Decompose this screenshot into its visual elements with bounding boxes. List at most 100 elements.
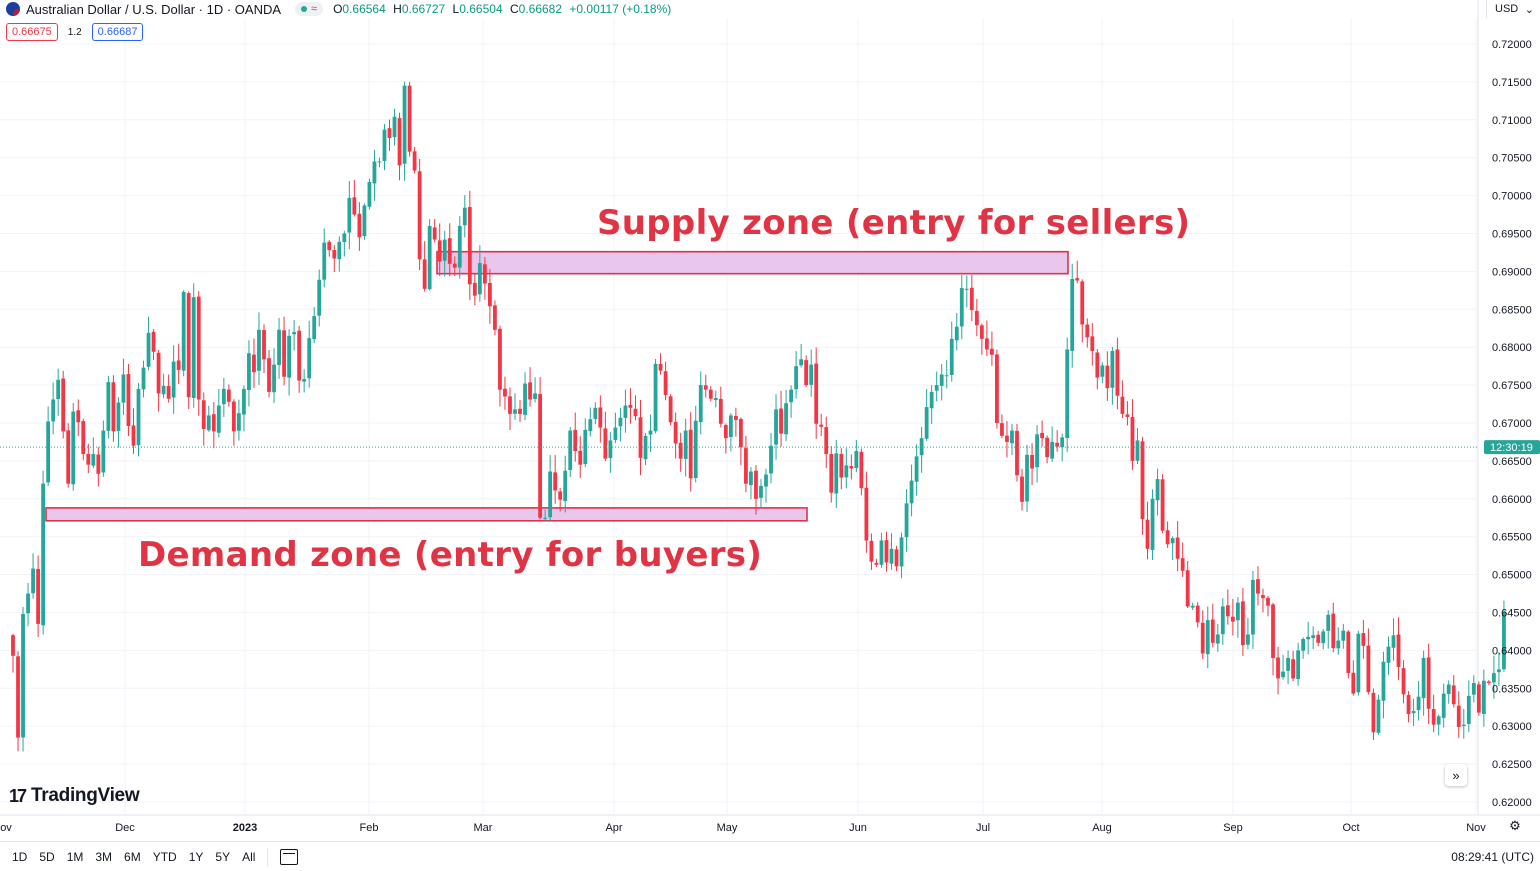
candle bbox=[834, 440, 839, 508]
candle-body bbox=[116, 402, 121, 431]
candle bbox=[498, 325, 502, 407]
range-3m-button[interactable]: 3M bbox=[95, 849, 113, 864]
range-ytd-button[interactable]: YTD bbox=[152, 849, 177, 864]
candle-body bbox=[382, 129, 387, 161]
current-time-label: 12:30:19 bbox=[1490, 442, 1533, 454]
time-tick-label: Jun bbox=[849, 822, 867, 834]
candle bbox=[81, 418, 86, 461]
candle-body bbox=[713, 397, 718, 401]
candle-body bbox=[277, 329, 281, 366]
buy-price-button[interactable]: 0.66687 bbox=[91, 23, 144, 41]
candle bbox=[1235, 597, 1240, 638]
candle-body bbox=[332, 250, 337, 259]
tradingview-logo[interactable]: 17 TradingView bbox=[9, 785, 140, 807]
candle bbox=[367, 178, 372, 210]
range-1m-button[interactable]: 1M bbox=[66, 849, 84, 864]
candle bbox=[287, 329, 291, 396]
candle-body bbox=[1160, 479, 1165, 531]
candle-body bbox=[56, 379, 61, 400]
sell-price-button[interactable]: 0.66675 bbox=[6, 23, 58, 41]
candle bbox=[668, 394, 673, 426]
candle bbox=[191, 283, 196, 408]
candle-body bbox=[196, 296, 201, 400]
candle bbox=[603, 411, 608, 462]
range-5d-button[interactable]: 5D bbox=[39, 849, 55, 864]
candle bbox=[648, 414, 653, 453]
candle bbox=[1035, 425, 1039, 483]
range-6m-button[interactable]: 6M bbox=[124, 849, 141, 864]
candle-body bbox=[794, 366, 799, 390]
ohlc-change-value: +0.00117 (+0.18%) bbox=[569, 2, 672, 16]
candle bbox=[864, 471, 869, 553]
demand-zone-annotation[interactable]: Demand zone (entry for buyers) bbox=[138, 535, 763, 575]
candle-body bbox=[1321, 631, 1326, 644]
candle bbox=[347, 181, 352, 250]
range-1d-button[interactable]: 1D bbox=[12, 849, 28, 864]
candle-body bbox=[1396, 634, 1401, 668]
candle bbox=[698, 371, 703, 435]
candle bbox=[327, 239, 332, 257]
candle-body bbox=[523, 383, 527, 415]
candle bbox=[1311, 626, 1316, 650]
candle bbox=[884, 531, 889, 572]
candle bbox=[1476, 681, 1481, 716]
range-5y-button[interactable]: 5Y bbox=[215, 849, 231, 864]
candle bbox=[1160, 474, 1165, 534]
candle-body bbox=[1080, 281, 1085, 325]
candle bbox=[1115, 337, 1120, 410]
candle bbox=[708, 386, 713, 402]
price-axis[interactable]: 0.72000 0.71500 0.71000 0.70500 0.70000 0.695… bbox=[1492, 39, 1532, 809]
price-tick-label: 0.67000 bbox=[1492, 418, 1532, 430]
candle bbox=[1210, 603, 1215, 648]
candle-body bbox=[990, 348, 994, 355]
supply-zone-rectangle[interactable] bbox=[436, 250, 1069, 275]
candle bbox=[553, 455, 558, 504]
candle-body bbox=[1140, 441, 1145, 520]
candle bbox=[1145, 501, 1150, 560]
supply-zone-annotation[interactable]: Supply zone (entry for sellers) bbox=[597, 203, 1191, 243]
market-status-pill[interactable]: ≈ bbox=[295, 2, 324, 16]
time-tick-label: Aug bbox=[1092, 822, 1112, 834]
candle-body bbox=[292, 332, 297, 335]
gear-icon[interactable]: ⚙ bbox=[1509, 818, 1521, 833]
candle bbox=[1421, 650, 1426, 716]
candle-body bbox=[934, 385, 939, 391]
candle bbox=[317, 269, 322, 327]
range-all-button[interactable]: All bbox=[242, 849, 256, 864]
scroll-to-realtime-button[interactable]: » bbox=[1445, 764, 1467, 786]
candle bbox=[1040, 420, 1044, 447]
candle bbox=[121, 358, 126, 415]
candle-body bbox=[71, 411, 76, 485]
candle-body bbox=[1105, 365, 1110, 389]
time-tick-label: Nov bbox=[1466, 822, 1486, 834]
candle bbox=[969, 274, 974, 322]
candle bbox=[141, 360, 146, 398]
candle-body bbox=[1241, 601, 1245, 646]
candle-body bbox=[628, 404, 633, 408]
candle-body bbox=[513, 409, 517, 414]
candle bbox=[869, 533, 874, 570]
candle bbox=[372, 149, 377, 201]
currency-selector[interactable]: USD ⌄ bbox=[1486, 0, 1540, 18]
demand-zone-rectangle[interactable] bbox=[45, 507, 808, 522]
candle bbox=[427, 219, 432, 291]
candle bbox=[924, 388, 929, 441]
candle-body bbox=[799, 359, 804, 366]
candle-body bbox=[924, 407, 929, 439]
candle bbox=[312, 307, 317, 344]
range-1y-button[interactable]: 1Y bbox=[188, 849, 204, 864]
symbol-title[interactable]: Australian Dollar / U.S. Dollar · 1D · O… bbox=[26, 1, 282, 17]
candle bbox=[518, 400, 522, 423]
candle bbox=[1055, 430, 1060, 452]
price-chart[interactable]: 0.72000 0.71500 0.71000 0.70500 0.70000 0.695… bbox=[0, 0, 1540, 841]
calendar-icon[interactable] bbox=[280, 848, 299, 865]
time-axis[interactable]: ov Dec 2023 Feb Mar Apr May Jun Jul Aug Sep Oct Nov bbox=[0, 822, 1486, 834]
candle bbox=[297, 325, 302, 393]
candle-body bbox=[26, 593, 30, 614]
candle-body bbox=[462, 207, 467, 226]
candle-body bbox=[618, 417, 623, 427]
candle bbox=[643, 433, 648, 466]
chart-header: Australian Dollar / U.S. Dollar · 1D · O… bbox=[6, 0, 675, 18]
candle bbox=[377, 157, 382, 168]
utc-clock[interactable]: 08:29:41 (UTC) bbox=[1451, 849, 1534, 864]
